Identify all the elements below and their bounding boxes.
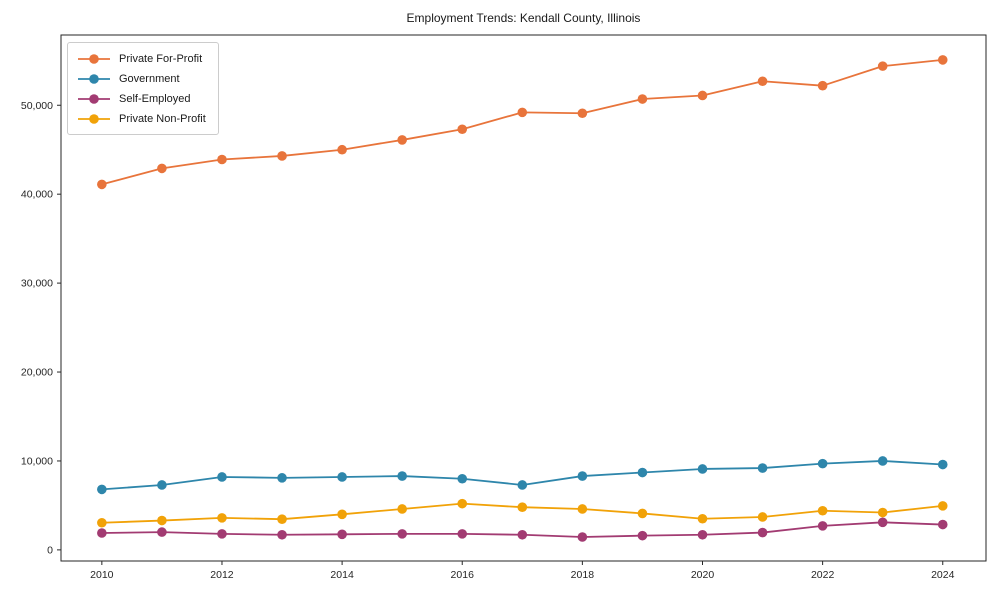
series-point-private-for-profit bbox=[877, 61, 888, 71]
series-point-private-non-profit bbox=[577, 504, 588, 514]
legend-item-private-for-profit: Private For-Profit bbox=[77, 50, 206, 67]
series-point-government bbox=[757, 463, 768, 473]
series-point-private-non-profit bbox=[757, 512, 768, 522]
series-point-government bbox=[217, 472, 227, 482]
series-point-private-for-profit bbox=[517, 107, 528, 118]
y-tick-label: 10,000 bbox=[21, 456, 53, 468]
series-point-government bbox=[157, 480, 167, 490]
series-point-private-for-profit bbox=[397, 135, 407, 145]
series-point-private-for-profit bbox=[157, 163, 167, 174]
legend-label: Private For-Profit bbox=[119, 52, 203, 65]
series-point-self-employed bbox=[97, 528, 107, 538]
series-point-private-non-profit bbox=[637, 508, 648, 519]
x-tick-label: 2022 bbox=[811, 569, 835, 581]
plot-border bbox=[60, 34, 987, 562]
series-point-government bbox=[697, 464, 708, 474]
series-point-private-for-profit bbox=[217, 154, 227, 165]
series-point-private-for-profit bbox=[697, 90, 708, 101]
series-point-self-employed bbox=[637, 530, 648, 541]
series-point-self-employed bbox=[697, 529, 708, 540]
series-point-government bbox=[817, 458, 828, 469]
series-point-private-for-profit bbox=[937, 55, 948, 65]
x-tick-label: 2016 bbox=[451, 569, 475, 581]
x-tick-label: 2020 bbox=[691, 569, 715, 581]
series-point-private-non-profit bbox=[337, 509, 347, 520]
series-point-government bbox=[577, 471, 588, 481]
series-point-government bbox=[277, 473, 287, 483]
series-point-self-employed bbox=[517, 529, 528, 540]
series-point-private-non-profit bbox=[517, 502, 528, 512]
series-point-private-non-profit bbox=[697, 513, 708, 524]
y-tick-label: 0 bbox=[47, 544, 53, 556]
series-point-self-employed bbox=[937, 519, 948, 530]
legend-marker-private-for-profit bbox=[78, 53, 110, 64]
series-point-government bbox=[517, 480, 528, 490]
series-point-self-employed bbox=[337, 529, 347, 540]
series-point-private-non-profit bbox=[97, 517, 107, 528]
series-point-self-employed bbox=[457, 529, 468, 539]
x-tick-label: 2018 bbox=[571, 569, 595, 581]
series-point-private-non-profit bbox=[217, 513, 227, 523]
series-point-government bbox=[877, 456, 888, 466]
series-point-self-employed bbox=[157, 527, 167, 537]
y-tick-label: 30,000 bbox=[21, 278, 53, 290]
legend-label: Private Non-Profit bbox=[119, 112, 206, 125]
series-point-private-for-profit bbox=[337, 144, 347, 155]
series-point-private-non-profit bbox=[937, 501, 948, 511]
x-tick-label: 2024 bbox=[931, 569, 955, 581]
legend-item-self-employed: Self-Employed bbox=[77, 90, 206, 107]
y-tick-label: 50,000 bbox=[21, 100, 53, 112]
series-point-government bbox=[337, 472, 347, 482]
series-point-self-employed bbox=[817, 521, 828, 531]
legend-marker-government bbox=[78, 73, 110, 84]
x-tick-label: 2010 bbox=[90, 569, 114, 581]
series-point-self-employed bbox=[757, 527, 768, 538]
series-point-self-employed bbox=[397, 529, 407, 539]
legend-label: Government bbox=[119, 72, 180, 85]
series-point-private-for-profit bbox=[277, 151, 287, 161]
y-tick-label: 20,000 bbox=[21, 367, 53, 379]
series-point-self-employed bbox=[877, 517, 888, 528]
chart-title: Employment Trends: Kendall County, Illin… bbox=[406, 11, 641, 25]
legend-item-private-non-profit: Private Non-Profit bbox=[77, 110, 206, 127]
series-point-government bbox=[457, 473, 468, 484]
series-point-government bbox=[397, 471, 407, 481]
x-tick-label: 2012 bbox=[210, 569, 234, 581]
series-point-self-employed bbox=[217, 529, 227, 539]
series-point-private-non-profit bbox=[397, 504, 407, 514]
series-point-private-non-profit bbox=[157, 515, 167, 526]
legend-item-government: Government bbox=[77, 70, 206, 87]
series-point-private-for-profit bbox=[97, 179, 107, 190]
series-point-government bbox=[637, 467, 648, 478]
series-point-government bbox=[97, 484, 107, 495]
series-point-government bbox=[937, 459, 948, 470]
series-point-private-for-profit bbox=[457, 124, 468, 135]
y-tick-label: 40,000 bbox=[21, 189, 53, 201]
legend-marker-self-employed bbox=[78, 93, 110, 104]
legend: Private For-Profit Government Self-Employe… bbox=[67, 42, 219, 135]
series-point-private-for-profit bbox=[757, 76, 768, 87]
series-point-private-non-profit bbox=[877, 507, 888, 518]
legend-marker-private-non-profit bbox=[78, 113, 110, 124]
series-point-private-non-profit bbox=[457, 498, 468, 509]
series-point-self-employed bbox=[277, 529, 287, 540]
series-point-private-non-profit bbox=[277, 514, 287, 525]
legend-label: Self-Employed bbox=[119, 92, 191, 105]
series-point-private-for-profit bbox=[637, 94, 648, 104]
series-point-private-non-profit bbox=[817, 505, 828, 516]
series-line-private-for-profit bbox=[100, 58, 944, 186]
x-tick-label: 2014 bbox=[330, 569, 354, 581]
series-point-private-for-profit bbox=[577, 108, 588, 119]
series-point-private-for-profit bbox=[817, 80, 828, 91]
series-point-self-employed bbox=[577, 532, 588, 542]
